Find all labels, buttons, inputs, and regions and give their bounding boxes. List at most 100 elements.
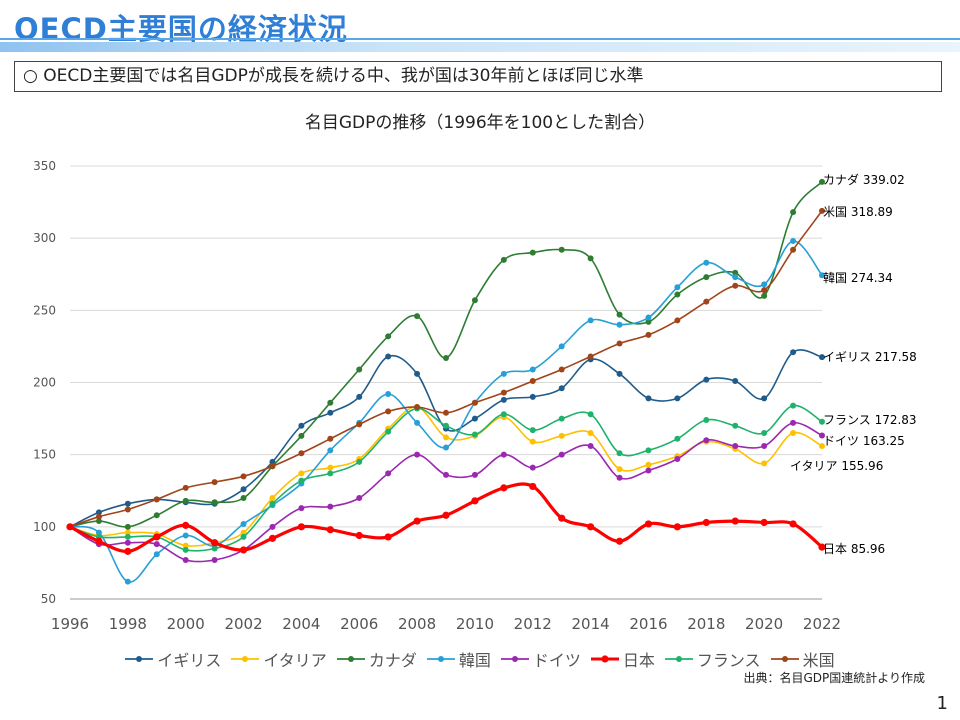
data-point-韓国 bbox=[616, 321, 623, 328]
data-point-フランス bbox=[356, 458, 363, 465]
data-point-ドイツ bbox=[443, 471, 449, 478]
data-point-日本 bbox=[702, 518, 710, 527]
data-point-米国 bbox=[385, 408, 392, 415]
data-point-イタリア bbox=[443, 434, 449, 441]
data-point-カナダ bbox=[732, 269, 739, 276]
x-tick-label: 1998 bbox=[109, 615, 147, 633]
data-point-イギリス bbox=[732, 378, 739, 385]
data-point-ドイツ bbox=[790, 419, 797, 426]
data-point-ドイツ bbox=[819, 432, 825, 439]
data-point-日本 bbox=[326, 526, 334, 534]
data-point-米国 bbox=[298, 450, 305, 457]
legend-swatch bbox=[231, 656, 260, 662]
data-point-ドイツ bbox=[674, 455, 681, 462]
x-tick-label: 2012 bbox=[514, 615, 552, 633]
legend-swatch bbox=[500, 656, 529, 662]
data-point-韓国 bbox=[443, 444, 449, 451]
end-label-イタリア: イタリア 155.96 bbox=[790, 459, 883, 473]
data-point-イギリス bbox=[616, 370, 623, 377]
legend-item: 日本 bbox=[590, 647, 655, 671]
data-point-フランス bbox=[443, 422, 449, 429]
data-point-ドイツ bbox=[414, 451, 421, 458]
data-point-フランス bbox=[703, 417, 710, 424]
data-point-フランス bbox=[124, 533, 131, 540]
data-point-日本 bbox=[529, 482, 537, 491]
data-point-韓国 bbox=[703, 259, 710, 266]
data-point-イタリア bbox=[819, 443, 825, 450]
end-label-フランス: フランス 172.83 bbox=[823, 413, 917, 427]
data-point-韓国 bbox=[558, 343, 565, 350]
data-point-ドイツ bbox=[500, 451, 507, 458]
x-tick-label: 2002 bbox=[224, 615, 262, 633]
data-point-ドイツ bbox=[529, 464, 536, 471]
data-point-ドイツ bbox=[645, 467, 652, 474]
data-point-日本 bbox=[239, 546, 248, 554]
x-tick-label: 2020 bbox=[745, 615, 783, 633]
x-tick-label: 2000 bbox=[167, 615, 205, 633]
data-point-フランス bbox=[211, 545, 218, 552]
end-label-イギリス: イギリス 217.58 bbox=[823, 350, 917, 364]
data-point-イギリス bbox=[269, 458, 276, 465]
data-point-日本 bbox=[731, 517, 739, 525]
data-point-米国 bbox=[761, 287, 768, 294]
data-point-韓国 bbox=[240, 520, 247, 527]
legend-label: イギリス bbox=[157, 651, 222, 670]
data-point-韓国 bbox=[732, 274, 739, 281]
legend-swatch bbox=[590, 655, 619, 663]
data-point-カナダ bbox=[703, 274, 710, 281]
data-point-韓国 bbox=[790, 238, 797, 245]
data-point-フランス bbox=[674, 435, 681, 442]
data-point-カナダ bbox=[616, 311, 623, 318]
data-point-イタリア bbox=[790, 430, 797, 437]
data-point-フランス bbox=[790, 402, 797, 409]
y-tick-label: 50 bbox=[41, 592, 56, 606]
end-label-ドイツ: ドイツ 163.25 bbox=[823, 434, 905, 448]
data-point-フランス bbox=[587, 411, 594, 418]
data-point-日本 bbox=[153, 533, 161, 541]
data-point-ドイツ bbox=[327, 503, 334, 510]
data-point-カナダ bbox=[761, 292, 768, 299]
data-point-イギリス bbox=[761, 395, 768, 402]
data-point-日本 bbox=[182, 521, 190, 529]
data-point-ドイツ bbox=[356, 494, 363, 501]
data-point-フランス bbox=[761, 430, 768, 437]
data-point-フランス bbox=[558, 415, 565, 422]
end-label-カナダ: カナダ 339.02 bbox=[823, 172, 905, 187]
data-point-米国 bbox=[471, 399, 478, 406]
data-point-韓国 bbox=[95, 529, 102, 536]
data-point-米国 bbox=[529, 378, 536, 385]
data-point-フランス bbox=[529, 427, 536, 434]
title-underline bbox=[0, 38, 960, 40]
data-point-カナダ bbox=[153, 512, 160, 519]
data-point-カナダ bbox=[558, 246, 565, 253]
data-point-日本 bbox=[268, 534, 277, 542]
data-point-韓国 bbox=[124, 578, 131, 585]
data-point-カナダ bbox=[95, 518, 102, 525]
data-point-イギリス bbox=[385, 353, 392, 360]
data-point-米国 bbox=[790, 246, 797, 253]
data-point-イタリア bbox=[240, 529, 247, 536]
data-point-米国 bbox=[587, 353, 594, 360]
data-point-カナダ bbox=[674, 291, 681, 298]
data-point-米国 bbox=[95, 513, 102, 520]
data-point-イギリス bbox=[95, 509, 102, 516]
data-point-イタリア bbox=[645, 461, 652, 468]
source-note: 出典：名目GDP国連統計より作成 bbox=[743, 671, 925, 685]
y-tick-label: 100 bbox=[33, 520, 56, 534]
data-point-韓国 bbox=[587, 317, 594, 324]
data-point-イギリス bbox=[327, 409, 334, 416]
end-label-日本: 日本 85.96 bbox=[823, 542, 885, 556]
data-point-カナダ bbox=[471, 297, 478, 304]
data-point-韓国 bbox=[182, 532, 189, 539]
x-tick-label: 2022 bbox=[803, 615, 841, 633]
data-point-日本 bbox=[558, 514, 566, 522]
data-point-イギリス bbox=[529, 393, 536, 400]
data-point-米国 bbox=[616, 340, 623, 347]
data-point-韓国 bbox=[500, 370, 507, 377]
data-point-イタリア bbox=[616, 466, 623, 473]
data-point-イギリス bbox=[240, 486, 247, 493]
data-point-ドイツ bbox=[732, 443, 739, 450]
data-point-カナダ bbox=[211, 499, 218, 506]
data-point-韓国 bbox=[327, 447, 334, 454]
data-point-フランス bbox=[732, 422, 739, 429]
